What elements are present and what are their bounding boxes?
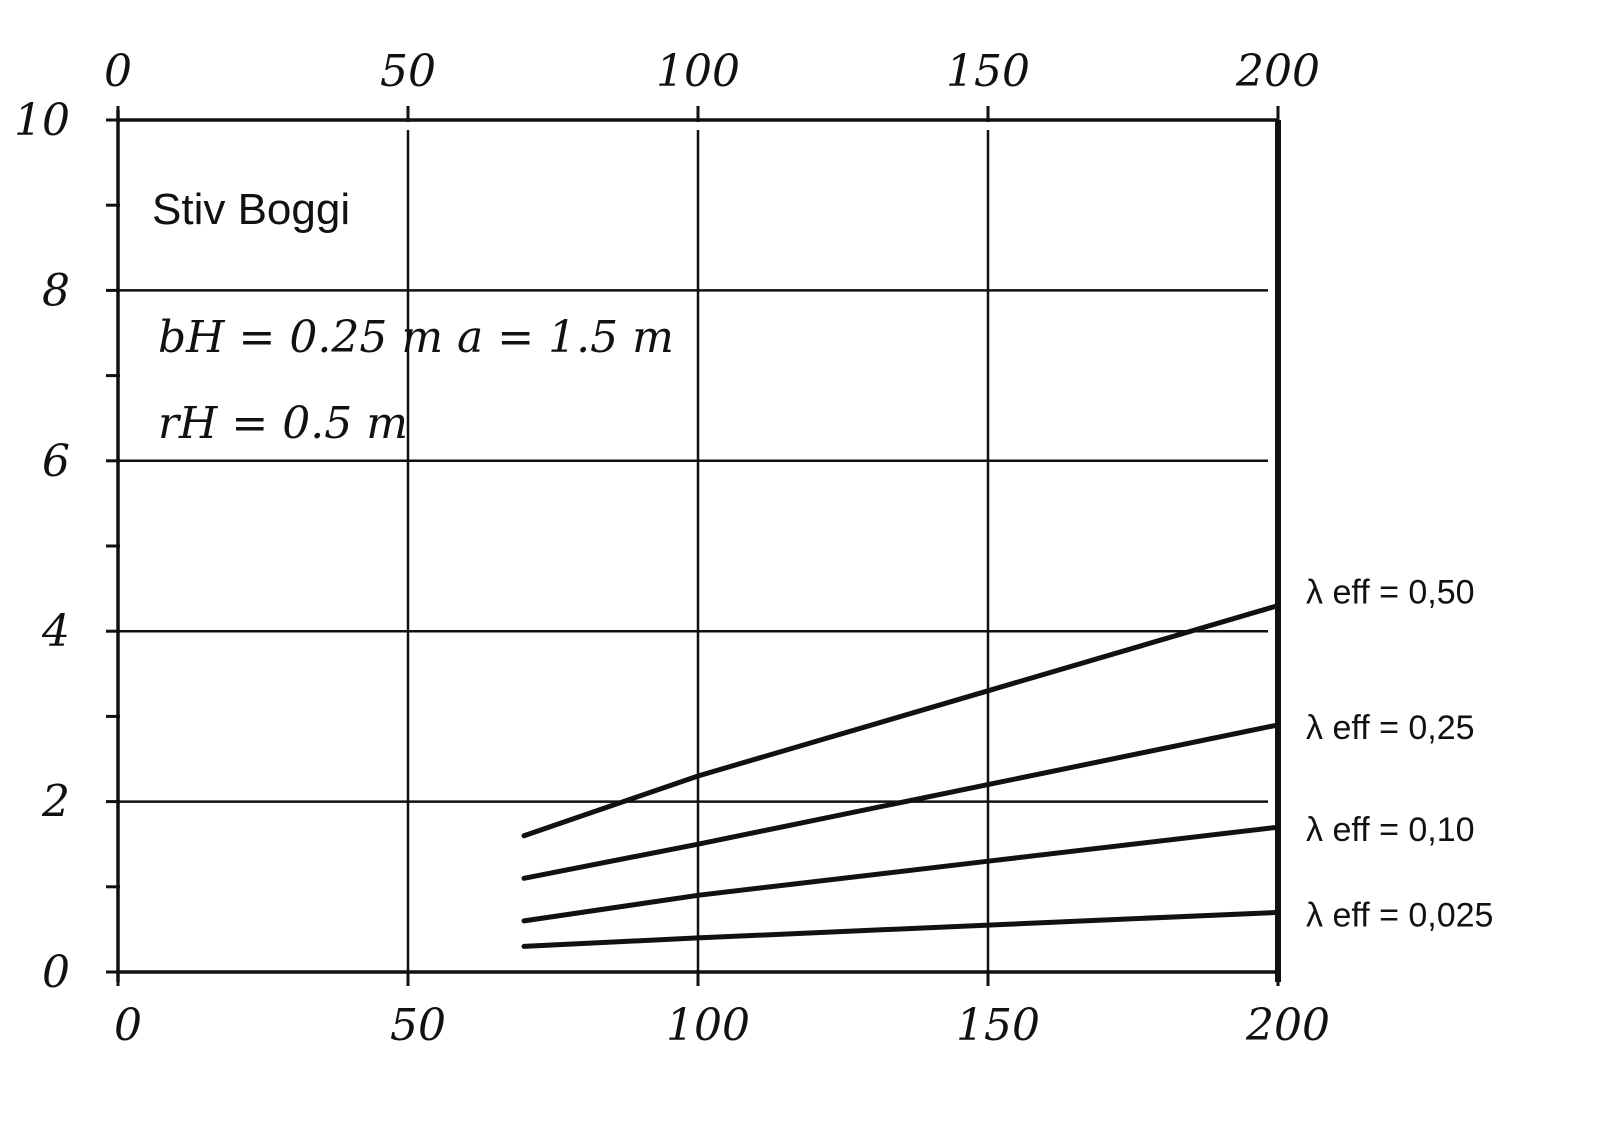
series-label-2: λ eff = 0,10 (1306, 811, 1475, 849)
series-label-1: λ eff = 0,25 (1306, 709, 1475, 747)
series-label-3: λ eff = 0,025 (1306, 896, 1493, 934)
y-tick-label-4: 4 (41, 606, 70, 657)
x-tick-label-bottom-50: 50 (390, 1000, 446, 1051)
x-tick-label-top-200: 200 (1235, 46, 1320, 97)
y-tick-label-0: 0 (42, 947, 70, 998)
x-tick-label-bottom-150: 150 (956, 1000, 1040, 1051)
ticks (106, 106, 1280, 986)
grid (118, 130, 1268, 972)
series-labels: λ eff = 0,50 λ eff = 0,25 λ eff = 0,10 λ ef… (1306, 574, 1493, 935)
chart-annotation-title: Stiv Boggi (152, 185, 350, 234)
series-line-3 (521, 909, 1281, 949)
x-tick-label-top-150: 150 (946, 46, 1030, 97)
chart-annotation-params-2: rH = 0.5 m (158, 398, 408, 449)
x-tick-label-top-0: 0 (104, 46, 132, 97)
y-tick-label-6: 6 (42, 436, 70, 487)
chart-annotation-params-1: bH = 0.25 m a = 1.5 m (158, 312, 674, 363)
x-tick-label-top-50: 50 (380, 46, 436, 97)
series-lines (521, 603, 1281, 949)
x-tick-label-bottom-0: 0 (114, 1000, 142, 1051)
x-tick-label-top-100: 100 (656, 46, 740, 97)
y-tick-label-10: 10 (14, 95, 70, 146)
series-label-0: λ eff = 0,50 (1306, 574, 1475, 612)
y-tick-label-8: 8 (42, 265, 70, 316)
series-line-2 (521, 824, 1281, 924)
x-tick-label-bottom-100: 100 (666, 1000, 750, 1051)
y-tick-label-2: 2 (41, 777, 70, 828)
x-tick-label-bottom-200: 200 (1245, 1000, 1330, 1051)
series-line-1 (521, 722, 1281, 881)
series-line-0 (521, 603, 1281, 839)
